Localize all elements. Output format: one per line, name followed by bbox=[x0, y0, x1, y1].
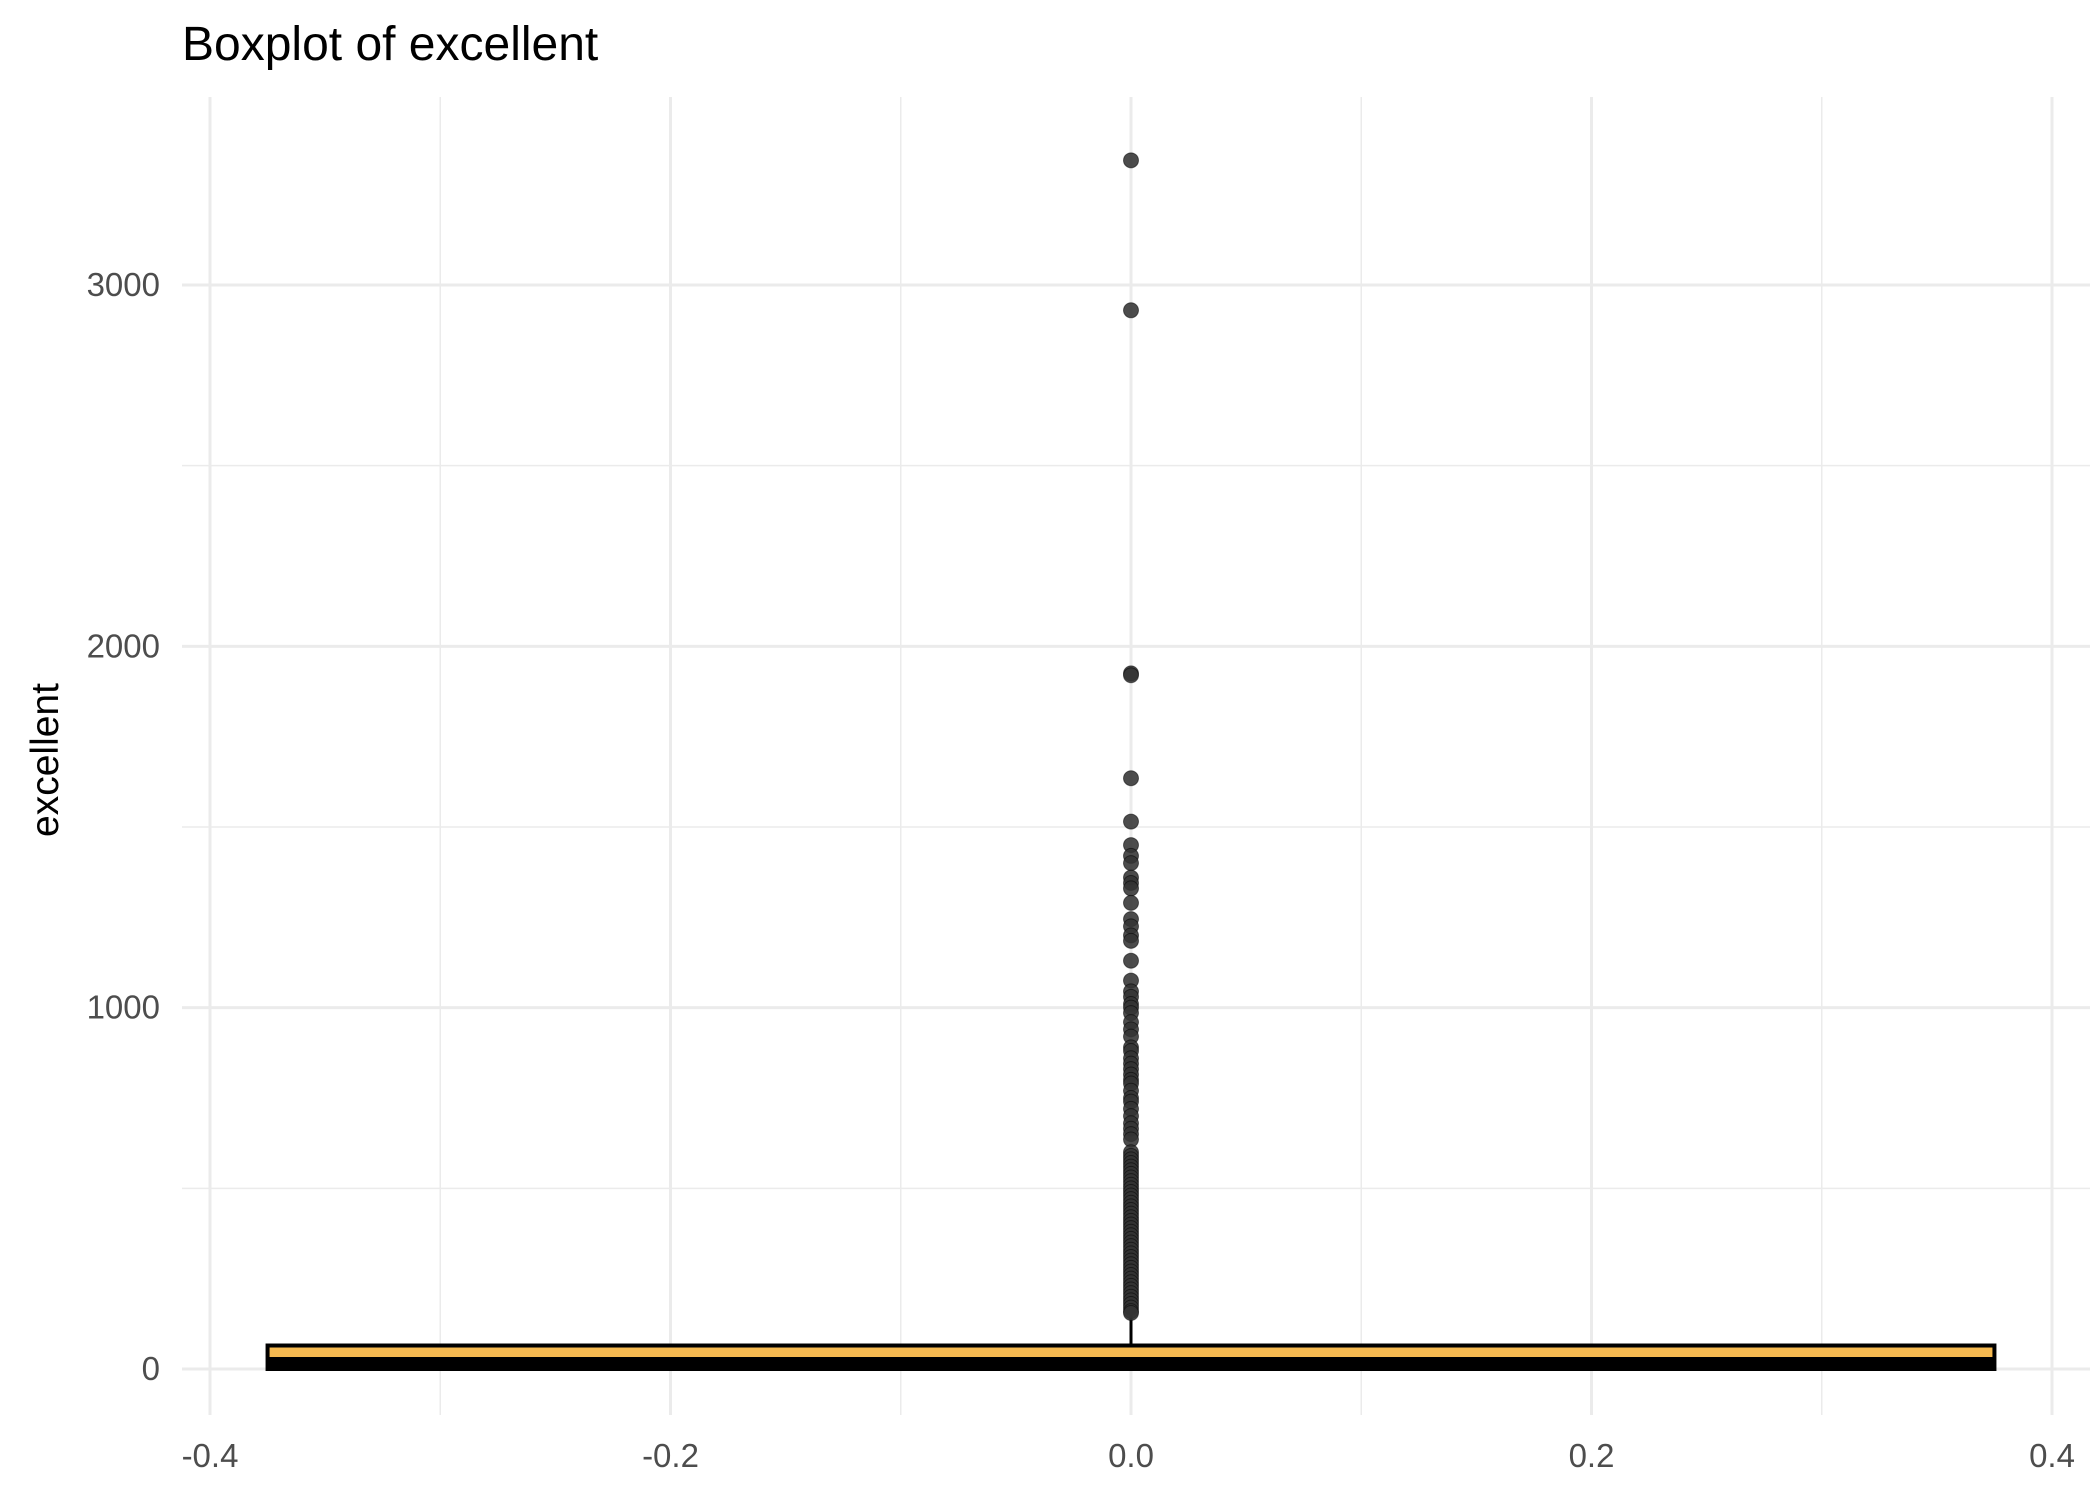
x-axis-ticks: -0.4 -0.2 0.0 0.2 0.4 bbox=[182, 1437, 2075, 1474]
x-tick-label: -0.2 bbox=[642, 1437, 699, 1474]
outlier-point bbox=[1123, 855, 1139, 872]
outlier-point bbox=[1123, 952, 1139, 969]
y-axis-label: excellent bbox=[24, 683, 67, 837]
outlier-points bbox=[1123, 152, 1139, 1321]
outlier-point bbox=[1123, 880, 1139, 897]
y-axis-ticks: 0 1000 2000 3000 bbox=[87, 266, 160, 1387]
x-tick-label: 0.2 bbox=[1569, 1437, 1615, 1474]
chart-title: Boxplot of excellent bbox=[182, 18, 598, 71]
x-tick-label: 0.4 bbox=[2029, 1437, 2075, 1474]
y-tick-label: 2000 bbox=[87, 627, 160, 664]
outlier-point bbox=[1123, 813, 1139, 830]
x-tick-label: -0.4 bbox=[182, 1437, 239, 1474]
outlier-point bbox=[1123, 152, 1139, 169]
outlier-point bbox=[1123, 770, 1139, 787]
outlier-point bbox=[1123, 894, 1139, 911]
outlier-point bbox=[1123, 302, 1139, 319]
y-tick-label: 0 bbox=[142, 1350, 160, 1387]
outlier-point bbox=[1123, 1304, 1139, 1321]
outlier-point bbox=[1123, 932, 1139, 949]
box-element bbox=[265, 1314, 1997, 1371]
y-tick-label: 1000 bbox=[87, 989, 160, 1026]
y-tick-label: 3000 bbox=[87, 266, 160, 303]
outlier-point bbox=[1123, 667, 1139, 684]
x-tick-label: 0.0 bbox=[1108, 1437, 1154, 1474]
